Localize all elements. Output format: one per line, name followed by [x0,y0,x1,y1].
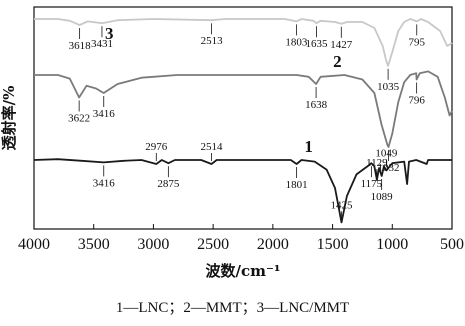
annotation-3-795: 795 [409,36,426,48]
curve-label-1: 1 [304,137,313,156]
annotation-1-1129: 1129 [366,157,388,169]
annotation-1-1425: 1425 [331,199,354,211]
figure-caption: 1—LNC；2—MMT；3—LNC/MMT [115,300,350,316]
x-tick-label-3500: 3500 [78,236,110,253]
annotation-3-1803: 1803 [285,36,308,48]
annotation-1-2875: 2875 [157,178,180,190]
x-ticks-group: 4000 3500 3000 2500 2000 1500 1000 500 [18,224,464,253]
annotation-2-1638: 1638 [305,99,328,111]
annotation-3-3431: 3431 [91,38,113,50]
annotation-1-1175: 1175 [361,178,383,190]
x-tick-label-2000: 2000 [257,236,289,253]
annotation-3-3618: 3618 [69,40,92,52]
annotations-group: 3416 2976 2875 2514 1801 1425 1175 1129 1089 1049… [68,23,426,220]
x-tick-label-1500: 1500 [317,236,349,253]
annotation-3-2513: 2513 [201,35,224,47]
annotation-3-1427: 1427 [330,39,353,51]
x-tick-label-3000: 3000 [137,236,169,253]
y-axis-title: 透射率/% [0,86,18,151]
annotation-1-1801: 1801 [286,179,308,191]
x-tick-label-2500: 2500 [197,236,229,253]
plot-frame [33,6,453,230]
annotation-2-3416: 3416 [93,108,116,120]
annotation-2-3622: 3622 [68,113,90,125]
annotation-3-1635: 1635 [305,38,328,50]
annotation-2-1032: 1032 [377,162,399,174]
curves-group: 1 2 3 [33,18,453,224]
annotation-3-1035: 1035 [377,81,400,93]
x-axis-title: 波数/cm⁻¹ [206,262,281,280]
curve-label-3: 3 [105,24,114,43]
annotation-1-2976: 2976 [145,141,168,153]
curve-2 [34,70,453,148]
x-tick-label-1000: 1000 [376,236,408,253]
annotation-1-2514: 2514 [200,141,223,153]
curve-3 [34,18,453,67]
x-tick-label-500: 500 [440,236,464,253]
curve-label-2: 2 [333,52,342,71]
curve-1 [33,158,452,224]
annotation-1-3416: 3416 [93,177,116,189]
x-tick-label-4000: 4000 [18,236,50,253]
annotation-1-1049: 1049 [375,147,398,159]
annotation-2-796: 796 [408,95,425,107]
annotation-1-1089: 1089 [371,191,394,203]
